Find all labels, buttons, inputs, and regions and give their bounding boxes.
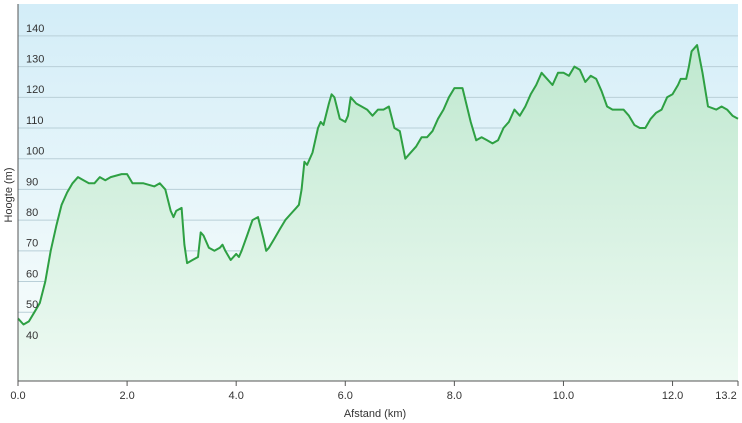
- y-tick-label: 40: [26, 330, 38, 342]
- y-tick-label: 60: [26, 268, 38, 280]
- x-tick-label: 8.0: [447, 390, 462, 402]
- x-tick-label: 6.0: [338, 390, 353, 402]
- y-tick-label: 80: [26, 207, 38, 219]
- y-tick-label: 110: [26, 115, 44, 127]
- y-tick-label: 120: [26, 84, 44, 96]
- y-tick-label: 90: [26, 176, 38, 188]
- y-tick-label: 70: [26, 238, 38, 250]
- x-tick-label: 13.2: [715, 390, 736, 402]
- x-tick-label: 4.0: [229, 390, 244, 402]
- y-tick-label: 140: [26, 23, 44, 35]
- elevation-line: [17, 44, 739, 326]
- area-fill: [18, 45, 738, 381]
- x-tick-label: 2.0: [119, 390, 134, 402]
- y-tick-label: 50: [26, 299, 38, 311]
- x-tick-label: 12.0: [662, 390, 683, 402]
- x-axis-label: Afstand (km): [344, 408, 406, 420]
- y-tick-label: 130: [26, 54, 44, 66]
- y-axis-label: Hoogte (m): [3, 167, 15, 222]
- x-tick-label: 0.0: [10, 390, 25, 402]
- x-tick-label: 10.0: [553, 390, 574, 402]
- y-tick-label: 100: [26, 146, 44, 158]
